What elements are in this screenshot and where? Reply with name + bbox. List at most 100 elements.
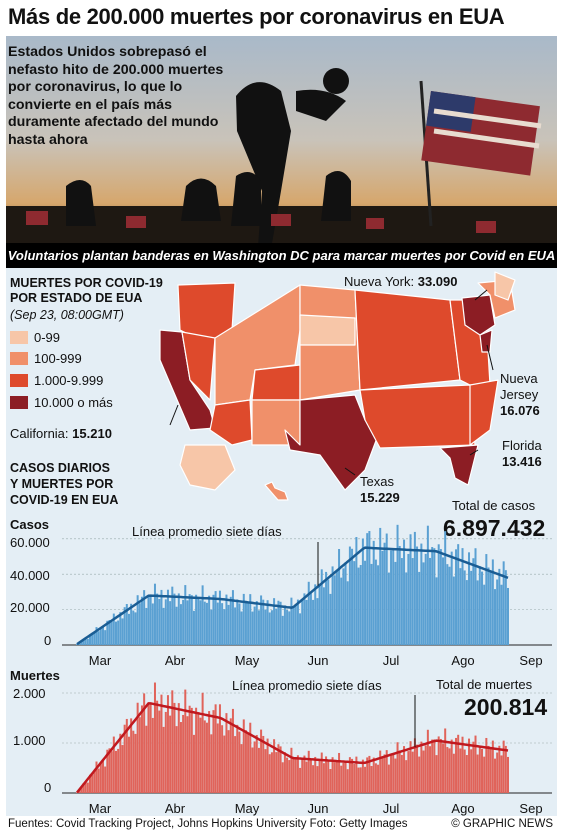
deaths-bar (463, 749, 466, 793)
deaths-bar (143, 693, 146, 793)
cases-bar (385, 533, 388, 645)
cases-tick-20000: 20.000 (10, 600, 50, 615)
deaths-bar (221, 725, 224, 793)
cases-bar (307, 581, 310, 645)
deaths-bar (325, 756, 328, 793)
deaths-bar (236, 724, 239, 793)
cases-bar (470, 570, 473, 645)
deaths-bar (169, 715, 172, 793)
cases-bar (333, 575, 336, 645)
cases-bar (409, 534, 412, 645)
cases-bar (372, 540, 375, 645)
deaths-bar (216, 723, 219, 793)
sources: Fuentes: Covid Tracking Project, Johns H… (8, 818, 408, 830)
deaths-bar (114, 750, 117, 793)
deaths-bar (403, 746, 406, 793)
cases-bar (411, 558, 414, 645)
cases-bar (160, 589, 163, 645)
deaths-bar (483, 756, 486, 793)
deaths-bar (130, 718, 133, 793)
cases-bar (192, 610, 195, 645)
ny-callout: Nueva York: 33.090 (344, 274, 458, 290)
cases-bar (346, 581, 349, 645)
deaths-bar (251, 747, 254, 793)
cases-bar (452, 576, 455, 645)
cases-bar (223, 609, 226, 645)
deaths-bar (229, 718, 232, 793)
deaths-bar (357, 767, 360, 793)
cases-tick-40000: 40.000 (10, 568, 50, 583)
legend-item-0-99: 0-99 (10, 330, 60, 345)
month-label-abr: Abr (165, 801, 186, 816)
deaths-bar (314, 756, 317, 793)
deaths-bar (318, 759, 321, 793)
month-label-abr: Abr (165, 653, 186, 668)
tx-value: 15.229 (360, 490, 400, 505)
cases-bar (199, 600, 202, 645)
cases-bar (188, 594, 191, 645)
cases-bar (476, 580, 479, 645)
cases-bar (251, 611, 254, 645)
deaths-bar (407, 751, 410, 793)
deaths-bar (481, 748, 484, 793)
page-title: Más de 200.000 muertes por coronavirus e… (8, 4, 505, 29)
cases-bar (331, 566, 334, 645)
cases-bar (418, 571, 421, 645)
cases-bar (444, 531, 447, 645)
map-date: (Sep 23, 08:00GMT) (10, 308, 124, 322)
cases-bar (351, 548, 354, 645)
cases-bar (249, 594, 252, 645)
month-label-mar: Mar (89, 801, 112, 816)
cases-bar (156, 593, 159, 645)
cases-bar (340, 577, 343, 645)
month-label-ago: Ago (451, 801, 474, 816)
deaths-bar (231, 708, 234, 793)
cases-bar (84, 638, 87, 645)
state-south (359, 384, 476, 449)
fl-value: 13.416 (502, 454, 542, 469)
cases-bar (494, 589, 497, 645)
cases-bar (468, 552, 471, 645)
cases-bar (262, 599, 265, 645)
cases-bar (500, 584, 503, 645)
cases-bar (364, 560, 367, 645)
cases-bar (166, 589, 169, 645)
deaths-bar (234, 736, 237, 793)
cases-bar (335, 569, 338, 645)
cases-bar (405, 572, 408, 645)
state-hawaii (264, 481, 289, 501)
deaths-bar (86, 782, 89, 793)
deaths-bar (108, 748, 111, 793)
deaths-bar (500, 755, 503, 793)
cases-bar (244, 600, 247, 645)
state-new-jersey (479, 329, 493, 353)
cases-bar (164, 599, 167, 645)
deaths-bar (333, 762, 336, 793)
deaths-bar (342, 762, 345, 793)
nj-callout: Nueva Jersey 16.076 (500, 371, 540, 419)
deaths-bar (322, 763, 325, 793)
cases-bar (260, 595, 263, 645)
cases-bar (426, 525, 429, 645)
deaths-bar (227, 730, 230, 793)
cases-bar (396, 524, 399, 645)
cases-bar (177, 593, 180, 645)
cases-bar (491, 559, 494, 645)
map-title-line2: por Estado de EUA (10, 291, 143, 305)
deaths-axis-title: Muertes (10, 668, 60, 683)
ny-label: Nueva York: (344, 274, 415, 289)
cases-bar (502, 561, 505, 645)
deaths-bar (99, 763, 102, 793)
deaths-bar (320, 752, 323, 793)
deaths-bar (156, 700, 159, 793)
cases-bar (292, 607, 295, 645)
cases-bar (483, 584, 486, 645)
deaths-bar (218, 704, 221, 793)
cases-bar (442, 557, 445, 645)
cases-bar (136, 595, 139, 645)
deaths-bar (470, 749, 473, 793)
deaths-bar (429, 746, 432, 793)
deaths-bar (177, 703, 180, 793)
deaths-bar (507, 756, 509, 793)
deaths-bar (476, 754, 479, 793)
